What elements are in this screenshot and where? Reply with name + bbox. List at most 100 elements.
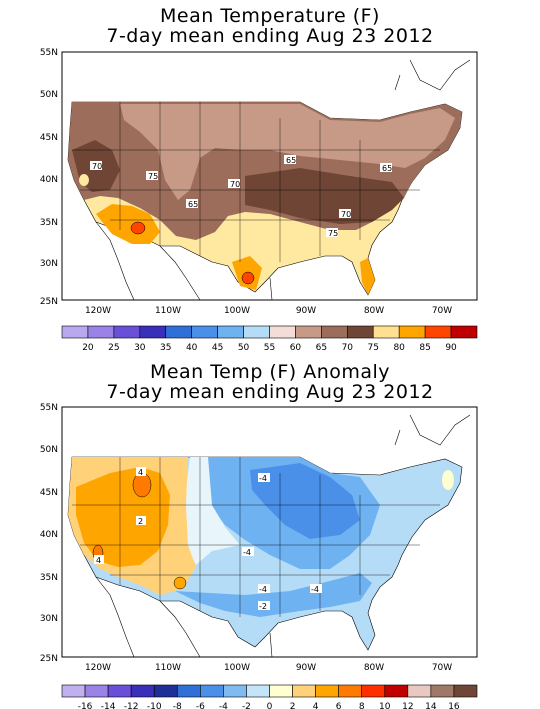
map1-contour-label-8: 75 (328, 229, 338, 238)
map1-legend-swatch (165, 325, 192, 339)
map2-contour-label-3: -4 (259, 474, 267, 483)
map2-lat-25: 25N (40, 654, 58, 664)
map1-legend-swatch (243, 325, 270, 339)
map2-lat-40: 40N (40, 530, 58, 540)
map2-lon-70: 70W (432, 663, 452, 673)
map1-legend-swatch (321, 325, 348, 339)
map1-lat-25: 25N (40, 297, 58, 307)
map2-legend-swatch (223, 684, 247, 698)
map2-orange-spot-az (173, 576, 187, 590)
map2-legend-label: 2 (290, 702, 296, 709)
map2-legend-swatch (407, 684, 432, 698)
map1-contour-label-1: 70 (92, 162, 102, 171)
map2-contour-label-6: -4 (311, 585, 319, 594)
map1-lat-labels: 55N 50N 45N 40N 35N 30N 25N (40, 48, 58, 307)
map2-lat-50: 50N (40, 445, 58, 455)
map1-contour-label-2: 75 (148, 172, 158, 181)
map2-legend-swatch (292, 684, 316, 698)
map1-title-line2: 7-day mean ending Aug 23 2012 (106, 25, 434, 47)
map1-lat-45: 45N (40, 133, 58, 143)
map1-legend-swatch (87, 325, 115, 339)
map2-legend-label: 12 (402, 702, 413, 709)
map2-legend-swatch (107, 684, 132, 698)
map2-title-line2: 7-day mean ending Aug 23 2012 (106, 381, 434, 403)
map1-legend-label: 85 (419, 343, 430, 350)
map2-yellow-spot-east (442, 470, 454, 490)
map2-lat-35: 35N (40, 573, 58, 583)
map2-blue-south (175, 573, 372, 617)
map2-legend-label: -16 (78, 702, 93, 709)
temperature-map: 70 75 65 70 65 65 70 75 55N 50N 45N 40N … (40, 48, 478, 350)
map2-legend-swatch (176, 684, 201, 698)
map2-legend-swatch (61, 684, 86, 698)
map1-legend-swatch (61, 325, 89, 339)
map1-legend-label: 45 (212, 343, 223, 350)
map2-contour-label-4: 4 (138, 468, 143, 477)
map2-legend-label: -12 (124, 702, 139, 709)
map2-lon-90: 90W (296, 663, 316, 673)
map1-legend-swatch (269, 325, 296, 339)
map1-lat-50: 50N (40, 90, 58, 100)
map1-contour-label-5: 65 (286, 156, 296, 165)
map2-legend-label: -10 (147, 702, 162, 709)
map1-orange-florida (360, 258, 375, 295)
map1-legend-label: 50 (238, 343, 250, 350)
map1-legend-label: 55 (264, 343, 275, 350)
map2-contour-label-1: 4 (96, 556, 101, 565)
map2-legend-swatch (200, 684, 224, 698)
map1-legend-label: 35 (160, 343, 171, 350)
map1-lat-35: 35N (40, 218, 58, 228)
map1-legend-swatch (191, 325, 218, 339)
map2-legend-label: -14 (101, 702, 116, 709)
map2-lat-labels: 55N 50N 45N 40N 35N 30N 25N (40, 403, 58, 664)
map2-legend-swatch (430, 684, 455, 698)
map2-contour-label-5: -4 (259, 585, 267, 594)
map1-orange-southwest (96, 204, 160, 244)
map2-contour-label-7: -2 (259, 602, 267, 611)
map2-legend-swatch (315, 684, 339, 698)
map1-legend-swatch (347, 325, 374, 339)
map1-legend-label: 25 (108, 343, 119, 350)
map2-darkblue-lakes (250, 463, 360, 539)
map1-contour-label-6: 65 (382, 164, 392, 173)
map1-legend-label: 90 (445, 343, 457, 350)
map2-legend-swatch (130, 684, 155, 698)
map2-state-borders (72, 457, 440, 617)
map1-contour-label-3: 65 (188, 200, 198, 209)
map1-lon-70: 70W (432, 306, 452, 316)
map1-lat-40: 40N (40, 175, 58, 185)
map2-legend-label: -6 (196, 702, 205, 709)
map1-title-line1: Mean Temperature (F) (160, 5, 380, 27)
map2-legend-label: 4 (313, 702, 319, 709)
map1-coastlines (95, 59, 471, 301)
map1-legend-label: 40 (186, 343, 198, 350)
map2-lat-30: 30N (40, 614, 58, 624)
map2-legend-swatch (153, 684, 178, 698)
map1-lon-100: 100W (224, 306, 250, 316)
map1-legend-swatch (450, 325, 478, 339)
map1-legend-label: 80 (393, 343, 405, 350)
map1-red-spot-tx (241, 271, 255, 285)
map1-legend-swatch (139, 325, 167, 339)
map2-legend-swatch (453, 684, 478, 698)
map1-legend-label: 75 (368, 343, 379, 350)
map1-contour-label-7: 70 (341, 210, 351, 219)
map1-darkbrown-band (245, 168, 404, 224)
map1-lon-110: 110W (155, 306, 181, 316)
map1-red-spot-az (130, 221, 146, 235)
map1-legend-swatch (295, 325, 322, 339)
map1-contour-labels: 70 75 65 70 65 65 70 75 (90, 155, 392, 238)
map1-lon-80: 80W (364, 306, 384, 316)
map2-lon-labels: 120W 110W 100W 90W 80W 70W (85, 663, 452, 673)
map2-legend-swatch (361, 684, 386, 698)
map2-legend-label: -4 (219, 702, 228, 709)
map2-legend-label: -8 (173, 702, 182, 709)
map1-legend-swatch (398, 325, 426, 339)
map1-lon-120: 120W (85, 306, 111, 316)
map2-lon-110: 110W (155, 663, 181, 673)
map1-legend-swatch (424, 325, 452, 339)
map2-contour-labels: 4 2 -4 4 -4 -4 -2 -4 (94, 467, 322, 611)
map2-legend-swatch (338, 684, 363, 698)
map1-legend-label: 65 (316, 343, 327, 350)
map1-legend-swatch (217, 325, 244, 339)
